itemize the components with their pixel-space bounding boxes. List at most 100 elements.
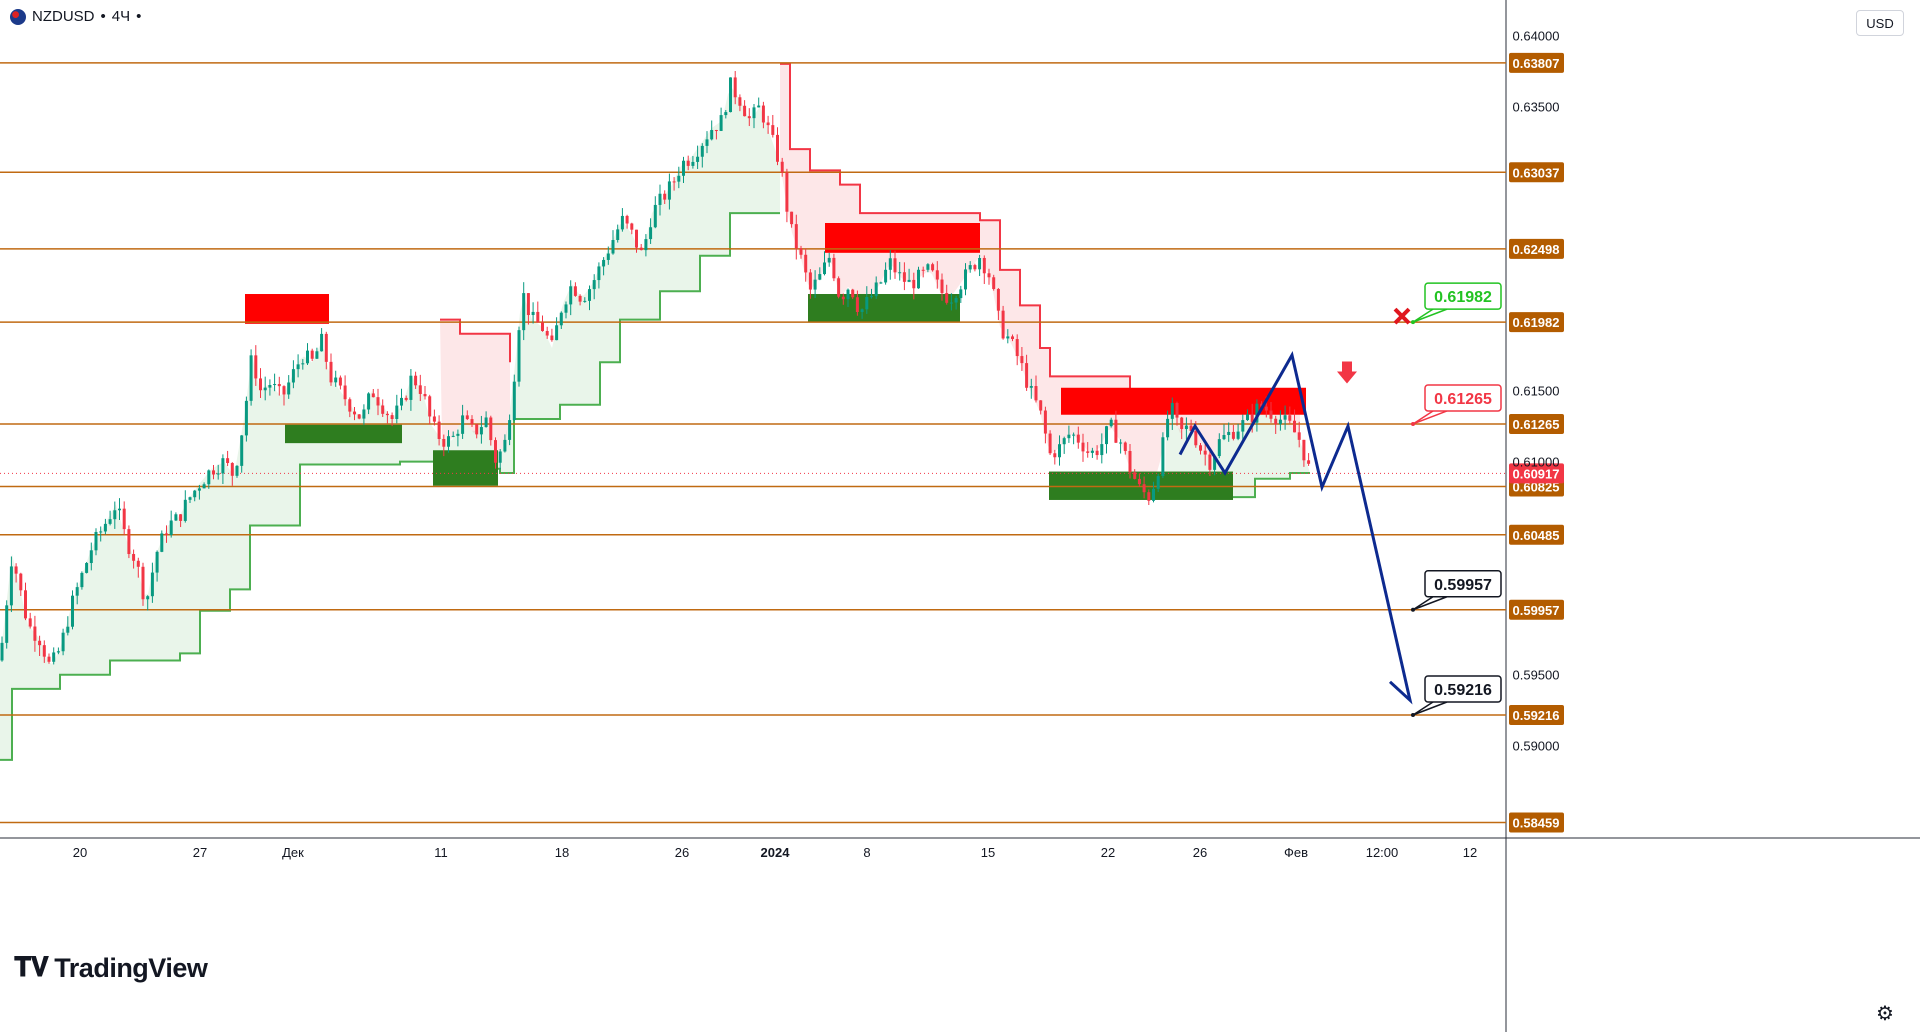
candle-body [465,415,469,420]
candle-body [1213,456,1217,470]
callout-label: 0.59216 [1434,682,1492,699]
candle-body [1278,419,1282,425]
callout-2[interactable]: 0.59957 [1411,570,1502,612]
candle-body [987,273,991,278]
candle-body [357,414,361,419]
level-label-bg-8 [1509,704,1564,725]
candle-body [898,272,902,274]
time-axis[interactable]: 20 27 Дек 11 18 26 2024 8 15 22 26 Фев 12:00 12 [73,845,1477,860]
price-callouts[interactable]: 0.61982 0.61265 0.59957 0.59216 [1411,282,1502,717]
candle-body [28,618,32,627]
price-axis[interactable]: 0.64000 0.63500 0.61500 0.61000 0.59500 0.590… [1513,29,1560,754]
y-tick-0: 0.64000 [1513,29,1560,44]
candle-body [85,563,89,573]
tradingview-logo[interactable]: 𝐓𝐕 TradingView [14,952,208,984]
callout-anchor-dot [1411,320,1415,325]
candle-body [179,514,183,521]
y-tick-5: 0.59000 [1513,739,1560,754]
candle-body [1137,478,1141,485]
level-label-bg-2 [1509,238,1564,259]
level-label-1: 0.63037 [1513,165,1560,180]
candle-body [291,369,295,383]
candle-body [738,97,742,106]
candlestick-series [0,71,1311,665]
candle-body [71,595,74,627]
candle-body [103,523,107,532]
candle-body [1246,414,1249,421]
candle-body [498,451,502,463]
candle-body [315,351,319,359]
callout-3[interactable]: 0.59216 [1411,675,1502,717]
candle-body [705,139,709,146]
horizontal-levels[interactable]: 0.638070.630370.624980.619820.612650.608… [0,52,1564,833]
stop-x-icon[interactable] [1393,307,1411,325]
y-tick-1: 0.63500 [1513,100,1560,115]
candle-body [235,465,239,476]
candle-body [865,297,869,310]
candle-body [658,193,662,205]
callout-0[interactable]: 0.61982 [1411,282,1502,325]
candle-body [1086,451,1090,453]
candle-body [221,458,225,474]
candle-body [926,264,930,270]
candle-body [813,279,817,290]
candle-body [155,551,159,573]
candle-body [320,333,324,352]
y-tick-4: 0.59500 [1513,668,1560,683]
gear-icon[interactable]: ⚙ [1876,1002,1894,1025]
candle-body [268,384,272,388]
candle-body [1029,386,1033,388]
candle-body [367,393,371,410]
candle-body [1208,454,1212,470]
candle-body [790,211,794,225]
candle-body [24,590,27,619]
candle-body [19,573,23,591]
tradingview-logo-icon: 𝐓𝐕 [14,952,49,982]
candle-body [66,626,70,633]
supertrend-line-up-2 [1165,472,1310,499]
candle-body [381,405,385,414]
callout-label: 0.61265 [1434,391,1492,408]
candle-body [644,239,648,251]
candle-body [197,488,201,491]
candle-body [470,419,474,425]
candle-body [207,470,211,485]
candle-body [710,130,714,140]
candle-body [912,279,916,289]
candle-body [555,325,559,341]
currency-selector-button[interactable]: USD [1856,10,1904,36]
x-tick-4: 18 [555,845,569,860]
candle-body [461,415,465,434]
callout-box [1424,570,1502,598]
candle-body [99,531,103,533]
tradingview-logo-text: TradingView [54,952,208,983]
supertrend-line-up [0,212,780,761]
sell-arrow-icon[interactable] [1337,361,1357,384]
candle-body [244,400,248,436]
projection-line[interactable] [1178,350,1413,705]
candle-body [776,134,779,162]
candle-body [451,435,455,437]
candle-body [517,330,521,382]
callout-1[interactable]: 0.61265 [1411,384,1502,426]
candle-body [362,409,366,419]
candle-body [761,105,765,123]
candle-body [1100,444,1104,456]
candle-body [108,519,112,524]
candle-body [503,439,507,452]
candle-body [808,272,812,290]
candle-body [1288,415,1292,421]
candle-body [841,296,845,300]
candle-body [1006,336,1010,339]
projection-path[interactable] [1178,307,1413,705]
current-price-label: 0.60917 [1513,466,1560,481]
candle-body [799,248,803,255]
symbol-header[interactable]: NZDUSD • 4Ч • [10,8,141,25]
candle-body [611,240,615,254]
candle-body [409,375,413,400]
candle-body [80,572,84,588]
candle-body [296,364,300,370]
candle-body [442,438,446,447]
demand-zone-3 [808,294,960,323]
